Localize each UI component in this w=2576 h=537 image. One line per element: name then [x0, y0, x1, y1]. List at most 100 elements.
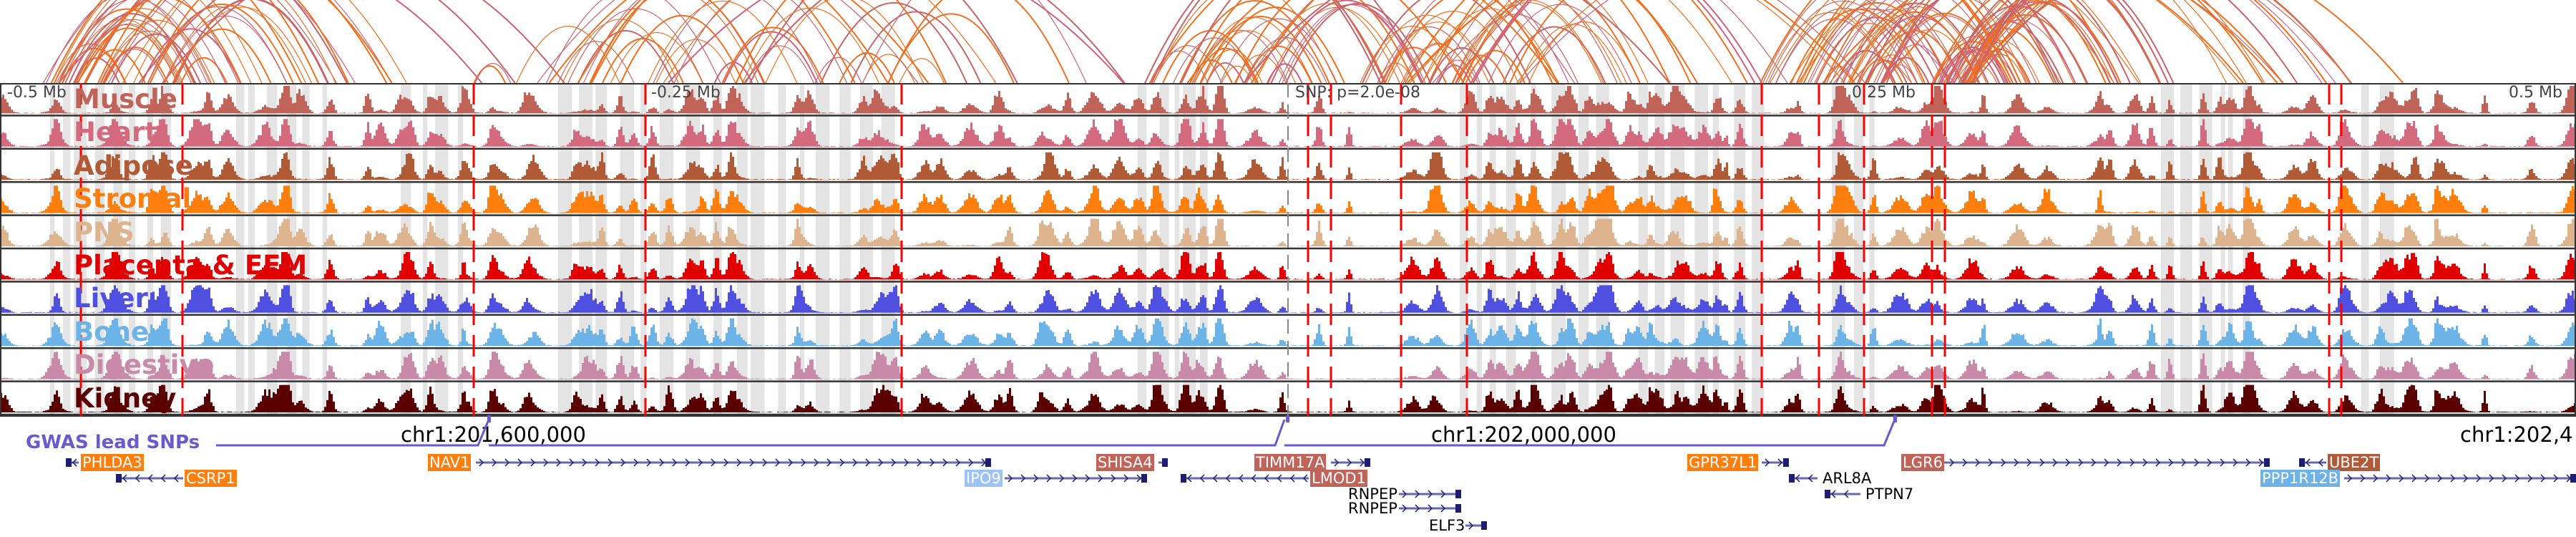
loop-arc: [1282, 4, 1426, 83]
gene-label[interactable]: PHLDA3: [81, 454, 144, 471]
highlight-band: [737, 83, 748, 417]
loop-arc: [172, 28, 272, 83]
loop-arc: [1807, 0, 1963, 83]
strand-arrow-icon: [1289, 474, 1295, 483]
gene-label[interactable]: ARL8A: [1823, 470, 1872, 487]
loop-arc: [62, 47, 127, 83]
strand-arrow-icon: [1777, 458, 1783, 467]
strand-arrow-icon: [608, 458, 613, 467]
highlight-band: [800, 83, 805, 417]
strand-arrow-icon: [2220, 458, 2225, 467]
loop-arc: [1455, 54, 1507, 83]
loop-arc: [1848, 11, 1980, 83]
strand-arrow-icon: [173, 474, 179, 483]
strand-arrow-icon: [1988, 458, 1994, 467]
gene-label[interactable]: SHISA4: [1096, 454, 1154, 471]
gene-label[interactable]: UBE2T: [2328, 454, 2381, 471]
strand-arrow-icon: [2014, 458, 2019, 467]
strand-arrow-icon: [2437, 474, 2443, 483]
loop-arc: [741, 7, 879, 83]
gene-label[interactable]: ELF3: [1429, 517, 1465, 534]
strand-arrow-icon: [2347, 474, 2353, 483]
loop-arc: [1206, 6, 1345, 83]
gene-label[interactable]: IPO9: [965, 470, 1002, 487]
exon: [2570, 474, 2576, 483]
strand-arrow-icon: [1962, 458, 1968, 467]
loop-arc: [1250, 0, 1560, 83]
loop-arc: [577, 30, 674, 83]
highlight-band: [751, 83, 765, 417]
highlight-band: [2243, 83, 2250, 417]
loop-arc: [723, 31, 819, 83]
gene-label[interactable]: NAV1: [428, 454, 472, 471]
gwas-snp-marker[interactable]: [487, 415, 491, 422]
loop-arc: [1760, 0, 2014, 83]
strand-arrow-icon: [646, 458, 652, 467]
strand-arrow-icon: [904, 458, 909, 467]
loop-arc: [73, 24, 180, 83]
strand-arrow-icon: [147, 474, 153, 483]
strand-arrow-icon: [492, 458, 497, 467]
loop-arc: [668, 0, 1124, 83]
loop-arc: [620, 14, 744, 83]
loop-arc: [1267, 63, 1303, 83]
strand-arrow-icon: [891, 458, 897, 467]
strand-arrow-icon: [2245, 458, 2251, 467]
strand-arrow-icon: [2386, 474, 2391, 483]
loop-arc: [653, 0, 821, 83]
exon: [1162, 458, 1168, 467]
loop-arc: [1770, 0, 2062, 83]
loop-arc: [1180, 0, 1424, 83]
loop-arc: [74, 23, 184, 83]
strand-arrow-icon: [2514, 474, 2520, 483]
loop-arc: [1472, 0, 1763, 83]
gene-label[interactable]: LGR6: [1901, 454, 1944, 471]
highlight-band: [1654, 83, 1664, 417]
gwas-snp-marker[interactable]: [1286, 415, 1289, 422]
strand-arrow-icon: [1765, 458, 1770, 467]
gene-label[interactable]: LMOD1: [1310, 470, 1367, 487]
strand-arrow-icon: [2527, 474, 2533, 483]
gene-label[interactable]: TIMM17A: [1254, 454, 1327, 471]
loop-arc: [474, 62, 512, 83]
loop-arc: [46, 0, 208, 83]
strand-arrow-icon: [479, 458, 484, 467]
loop-arc: [1428, 0, 1671, 83]
strand-arrow-icon: [2476, 474, 2482, 483]
gene-label[interactable]: RNPEP: [1348, 485, 1397, 503]
loop-arc: [1458, 0, 1649, 83]
gene-label[interactable]: PTPN7: [1865, 485, 1914, 503]
strand-arrow-icon: [930, 458, 935, 467]
strand-arrow-icon: [955, 458, 961, 467]
loop-arc: [1438, 0, 1618, 83]
loop-arc: [577, 0, 889, 83]
loop-arc: [548, 0, 930, 83]
strand-arrow-icon: [723, 458, 729, 467]
loop-arc: [516, 26, 620, 83]
exon: [1481, 521, 1487, 530]
loop-arc: [59, 0, 263, 83]
loop-arc: [1435, 59, 1478, 83]
loop-arc: [590, 0, 856, 83]
exon: [1181, 474, 1186, 483]
highlight-band: [816, 83, 830, 417]
gene-label[interactable]: GPR37L1: [1687, 454, 1759, 471]
gene-label[interactable]: CSRP1: [185, 470, 237, 487]
strand-arrow-icon: [72, 458, 77, 467]
coordinate-label-1: chr1:201,600,000: [401, 422, 586, 447]
gene-label[interactable]: PPP1R12B: [2260, 470, 2341, 487]
strand-arrow-icon: [698, 458, 703, 467]
strand-arrow-icon: [1402, 490, 1407, 498]
gwas-snp-marker[interactable]: [1893, 415, 1897, 422]
strand-arrow-icon: [595, 458, 600, 467]
strand-arrow-icon: [1949, 458, 1955, 467]
strand-arrow-icon: [1238, 474, 1244, 483]
loop-arc: [1933, 0, 2107, 83]
snp-pvalue-label: SNP: p=2.0e-08: [1295, 84, 1420, 102]
loop-arc: [1519, 24, 1627, 83]
loop-arc: [1461, 0, 1641, 83]
strand-arrow-icon: [1807, 474, 1813, 483]
gene-label[interactable]: RNPEP: [1348, 500, 1397, 517]
loop-arc: [62, 0, 239, 83]
exon: [1455, 504, 1461, 513]
